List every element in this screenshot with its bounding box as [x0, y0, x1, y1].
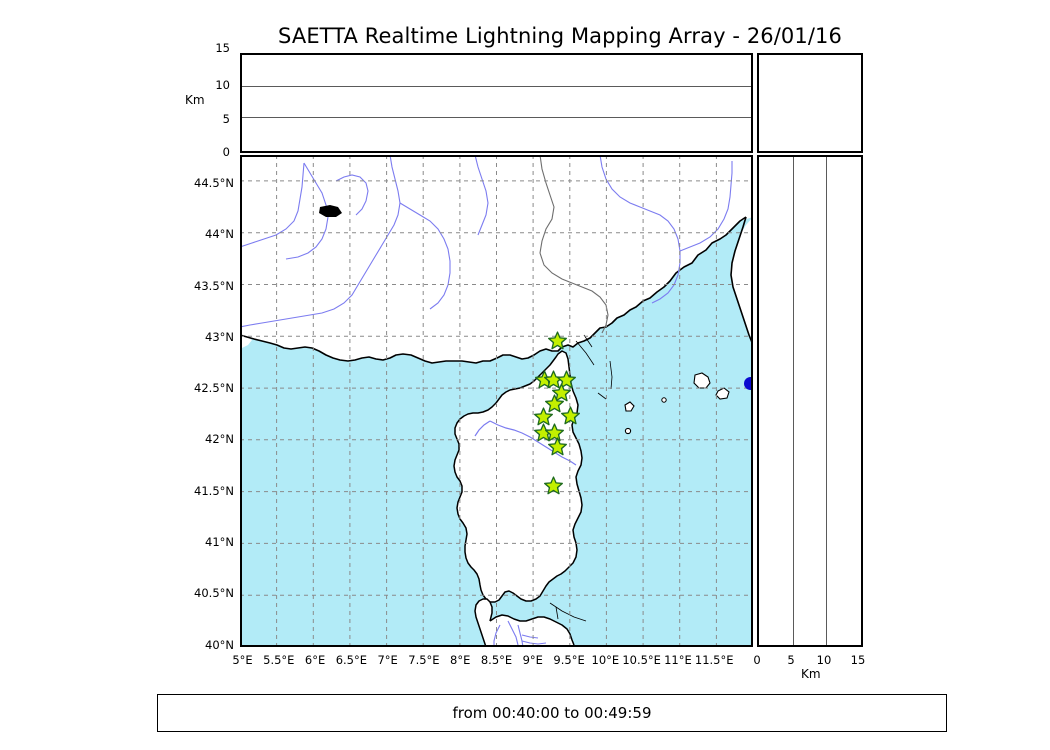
lma-station-marker[interactable] [560, 406, 580, 425]
lma-station-marker[interactable] [543, 476, 563, 495]
gridline-top-10km [242, 85, 751, 87]
longitude-tick-label: 7°E [377, 653, 398, 667]
ytick-top-15: 15 [215, 41, 230, 55]
latitude-tick-label: 43.5°N [194, 278, 234, 293]
latitude-tick-label: 44°N [205, 227, 234, 242]
gridline-right-5km [792, 157, 794, 645]
longitude-tick-label: 11.5°E [694, 653, 734, 667]
latitude-tick-label: 43°N [205, 329, 234, 344]
map-graphics [242, 157, 751, 645]
status-text: from 00:40:00 to 00:49:59 [452, 704, 652, 722]
longitude-tick-label: 10.5°E [622, 653, 661, 667]
top-altitude-panel[interactable] [240, 53, 753, 153]
longitude-tick-label: 8.5°E [480, 653, 513, 667]
blue-dot[interactable] [743, 376, 751, 390]
latitude-tick-label: 41°N [205, 534, 234, 549]
geographic-map-panel[interactable] [240, 155, 753, 647]
gridline-top-5km [242, 116, 751, 118]
ytick-top-10: 10 [215, 78, 230, 92]
xtick-right-10: 10 [816, 653, 832, 667]
lma-station-marker[interactable] [551, 383, 571, 402]
gridline-right-10km [826, 157, 827, 645]
corner-panel[interactable] [757, 53, 863, 153]
right-altitude-panel[interactable] [757, 155, 863, 647]
ytick-top-0: 0 [222, 145, 230, 159]
status-bar: from 00:40:00 to 00:49:59 [157, 694, 947, 732]
longitude-tick-label: 6.5°E [335, 653, 367, 667]
latitude-tick-label: 42°N [205, 432, 234, 447]
longitude-tick-label: 5.5°E [263, 653, 295, 667]
latitude-tick-label: 42.5°N [194, 381, 234, 396]
latitude-tick-label: 44.5°N [194, 176, 234, 191]
latitude-tick-label: 40°N [205, 637, 234, 652]
longitude-tick-label: 10°E [591, 653, 620, 667]
longitude-tick-label: 7.5°E [408, 653, 440, 667]
lma-station-marker[interactable] [548, 437, 568, 456]
lma-station-marker[interactable] [534, 407, 553, 426]
longitude-tick-label: 9.5°E [553, 653, 585, 667]
longitude-tick-label: 6°E [304, 653, 326, 667]
right-panel-axis-label: Km [801, 667, 821, 681]
lma-station-marker[interactable] [544, 394, 564, 413]
ytick-top-5: 5 [222, 112, 230, 126]
latitude-tick-label: 41.5°N [194, 483, 234, 498]
xtick-right-15: 15 [850, 653, 866, 667]
longitude-tick-label: 5°E [232, 653, 253, 667]
longitude-tick-label: 8°E [450, 653, 471, 667]
longitude-tick-label: 9°E [522, 653, 543, 667]
lma-station-marker[interactable] [547, 330, 567, 350]
page-title: SAETTA Realtime Lightning Mapping Array … [278, 24, 842, 48]
top-panel-axis-label: Km [185, 93, 205, 107]
longitude-tick-label: 11°E [664, 653, 692, 667]
lma-station-marker[interactable] [544, 423, 564, 442]
latitude-tick-label: 40.5°N [194, 586, 234, 601]
xtick-right-5: 5 [787, 653, 795, 667]
xtick-right-0: 0 [753, 653, 761, 667]
